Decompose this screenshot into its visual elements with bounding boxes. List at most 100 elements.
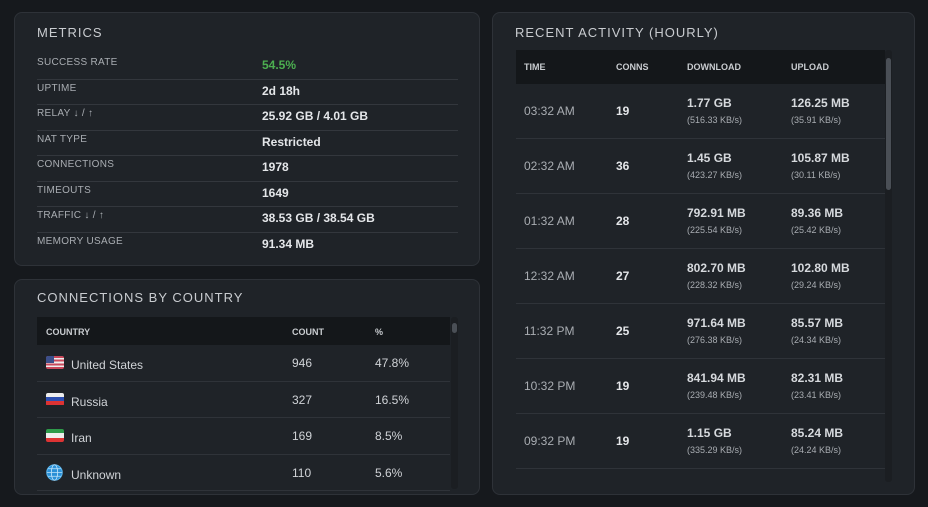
activity-download-rate: (276.38 KB/s) [687,335,743,345]
table-row[interactable]: 10:32 PM 19 841.94 MB (239.48 KB/s) 82.3… [516,359,885,414]
activity-time: 03:32 AM [524,104,575,118]
country-name: Iran [71,431,92,445]
activity-title: RECENT ACTIVITY (HOURLY) [515,25,719,40]
table-header: TIME CONNS DOWNLOAD UPLOAD [516,50,885,84]
metric-row: TIMEOUTS 1649 [37,182,458,207]
table-row[interactable]: Iran 169 8.5% [37,418,450,455]
metric-row: CONNECTIONS 1978 [37,156,458,182]
table-row[interactable]: 02:32 AM 36 1.45 GB (423.27 KB/s) 105.87… [516,139,885,194]
globe-icon [46,463,63,481]
activity-upload: 89.36 MB [791,206,844,220]
metric-row: NAT TYPE Restricted [37,131,458,156]
activity-time: 10:32 PM [524,379,576,393]
table-header: COUNTRY COUNT % [37,317,450,345]
country-count: 110 [292,465,312,480]
header-conns[interactable]: CONNS [616,62,649,72]
metric-label: CONNECTIONS [37,159,115,170]
header-percent[interactable]: % [375,327,384,337]
country-table: COUNTRY COUNT % United States 946 47.8% … [37,317,450,491]
metrics-title: METRICS [37,25,103,40]
activity-download: 1.77 GB [687,96,732,110]
metric-row: TRAFFIC ↓ / ↑ 38.53 GB / 38.54 GB [37,207,458,233]
activity-conns: 27 [616,269,630,283]
activity-time: 01:32 AM [524,214,575,228]
metric-value: 25.92 GB / 4.01 GB [262,109,369,123]
header-count[interactable]: COUNT [292,327,324,337]
country-percent: 16.5% [375,392,410,407]
header-download[interactable]: DOWNLOAD [687,62,741,72]
ru-flag-icon [46,392,64,406]
table-row[interactable]: United States 946 47.8% [37,345,450,382]
header-time[interactable]: TIME [524,62,546,72]
table-row[interactable]: 01:32 AM 28 792.91 MB (225.54 KB/s) 89.3… [516,194,885,249]
metric-value: 91.34 MB [262,236,315,251]
header-country[interactable]: COUNTRY [46,327,91,337]
country-name: Unknown [71,467,122,482]
metric-label: MEMORY USAGE [37,235,124,247]
activity-conns: 19 [616,104,630,118]
activity-time: 09:32 PM [524,434,576,448]
activity-scrollbar[interactable] [885,50,892,482]
metric-value: 1978 [262,160,289,174]
country-name: United States [71,358,144,372]
activity-download: 1.15 GB [687,426,732,440]
activity-download: 792.91 MB [687,206,746,220]
table-row[interactable]: 11:32 PM 25 971.64 MB (276.38 KB/s) 85.5… [516,304,885,359]
metric-label: TIMEOUTS [37,184,92,196]
country-name: Russia [71,394,108,409]
metric-value: 54.5% [262,58,297,72]
activity-upload-rate: (30.11 KB/s) [791,170,841,180]
country-title: CONNECTIONS BY COUNTRY [37,290,244,305]
metric-value: Restricted [262,134,321,149]
activity-download: 1.45 GB [687,151,732,165]
metric-row: MEMORY USAGE 91.34 MB [37,233,458,259]
activity-time: 02:32 AM [524,159,575,173]
country-scrollbar[interactable] [451,317,458,489]
activity-time: 11:32 PM [524,324,575,338]
activity-time: 12:32 AM [524,269,575,283]
activity-upload-rate: (25.42 KB/s) [791,225,842,235]
metric-label: RELAY ↓ / ↑ [37,108,94,119]
activity-upload: 85.24 MB [791,426,844,440]
metric-value: 38.53 GB / 38.54 GB [262,211,375,225]
activity-download-rate: (239.48 KB/s) [687,390,743,400]
activity-table: TIME CONNS DOWNLOAD UPLOAD 03:32 AM 19 1… [516,50,885,469]
activity-upload-rate: (24.24 KB/s) [791,445,842,455]
activity-download: 971.64 MB [687,316,746,330]
activity-upload-rate: (29.24 KB/s) [791,280,842,290]
header-upload[interactable]: UPLOAD [791,62,829,72]
country-count: 946 [292,356,313,370]
activity-upload: 105.87 MB [791,151,850,165]
us-flag-icon [46,356,64,369]
country-percent: 5.6% [375,465,403,480]
activity-upload-rate: (35.91 KB/s) [791,115,842,125]
country-count: 169 [292,429,313,443]
activity-upload-rate: (24.34 KB/s) [791,335,842,345]
table-row[interactable]: 12:32 AM 27 802.70 MB (228.32 KB/s) 102.… [516,249,885,304]
activity-download-rate: (225.54 KB/s) [687,225,743,235]
ir-flag-icon [46,429,64,442]
country-percent: 47.8% [375,356,410,370]
table-row[interactable]: Russia 327 16.5% [37,382,450,418]
activity-download: 802.70 MB [687,261,746,275]
table-row[interactable]: Unknown 110 5.6% [37,455,450,491]
metric-label: UPTIME [37,82,77,94]
activity-upload: 82.31 MB [791,371,844,385]
metric-row: UPTIME 2d 18h [37,80,458,105]
activity-download-rate: (516.33 KB/s) [687,115,743,125]
activity-conns: 28 [616,214,630,228]
activity-upload-rate: (23.41 KB/s) [791,390,842,400]
country-percent: 8.5% [375,429,403,443]
metrics-list: SUCCESS RATE 54.5% UPTIME 2d 18h RELAY ↓… [37,54,458,258]
table-row[interactable]: 09:32 PM 19 1.15 GB (335.29 KB/s) 85.24 … [516,414,885,469]
activity-upload: 126.25 MB [791,96,850,110]
metrics-panel: METRICS SUCCESS RATE 54.5% UPTIME 2d 18h… [14,12,480,266]
activity-conns: 19 [616,379,630,393]
activity-conns: 25 [616,324,630,338]
recent-activity-panel: RECENT ACTIVITY (HOURLY) TIME CONNS DOWN… [492,12,915,495]
activity-download-rate: (423.27 KB/s) [687,170,743,180]
metric-row: RELAY ↓ / ↑ 25.92 GB / 4.01 GB [37,105,458,131]
connections-by-country-panel: CONNECTIONS BY COUNTRY COUNTRY COUNT % U… [14,279,480,495]
table-row[interactable]: 03:32 AM 19 1.77 GB (516.33 KB/s) 126.25… [516,84,885,139]
country-count: 327 [292,392,313,407]
